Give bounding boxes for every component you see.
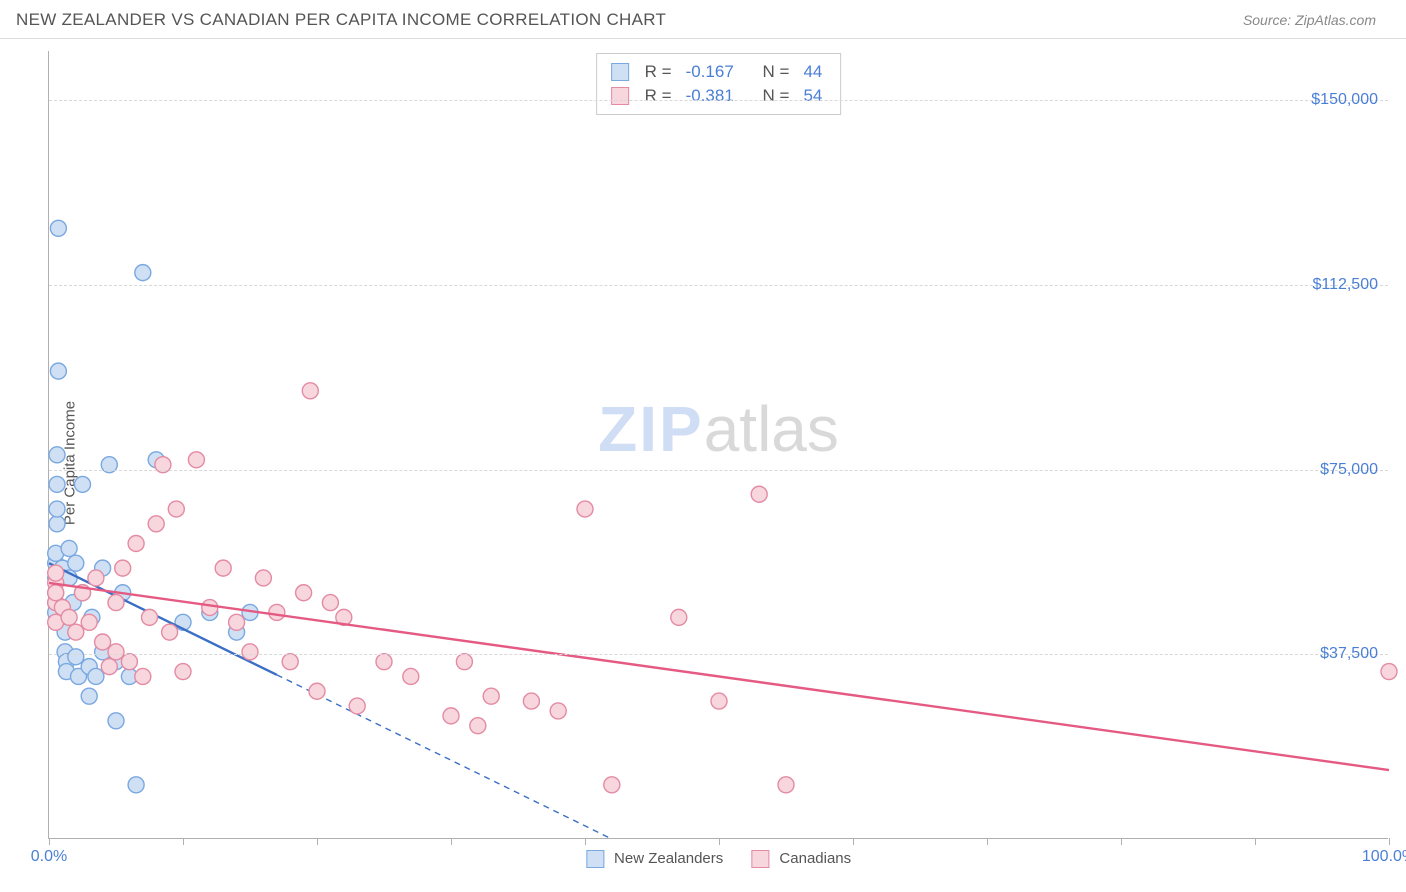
swatch-nz-icon [586,850,604,868]
scatter-point [61,540,77,556]
scatter-point [81,614,97,630]
plot-area: ZIPatlas R = -0.167 N = 44 R = -0.381 N … [48,51,1388,839]
gridline [49,285,1388,286]
xtick [1255,838,1256,845]
gridline [49,100,1388,101]
scatter-point [128,536,144,552]
scatter-point [88,570,104,586]
scatter-point [48,565,64,581]
xtick [585,838,586,845]
scatter-point [135,265,151,281]
scatter-point [81,688,97,704]
scatter-point [188,452,204,468]
scatter-point [443,708,459,724]
chart-title: NEW ZEALANDER VS CANADIAN PER CAPITA INC… [16,10,666,30]
chart-source: Source: ZipAtlas.com [1243,12,1376,28]
scatter-point [296,585,312,601]
scatter-point [108,713,124,729]
scatter-point [711,693,727,709]
scatter-point [376,654,392,670]
scatter-point [302,383,318,399]
scatter-point [255,570,271,586]
xtick-label: 0.0% [31,848,67,866]
legend-label-nz: New Zealanders [614,850,723,867]
scatter-point [162,624,178,640]
scatter-point [175,664,191,680]
scatter-point [142,609,158,625]
scatter-point [108,595,124,611]
scatter-point [403,668,419,684]
xtick [1389,838,1390,845]
scatter-point [68,555,84,571]
legend-item-ca: Canadians [751,850,851,868]
trend-line [49,583,1389,770]
gridline [49,470,1388,471]
scatter-point [49,501,65,517]
scatter-point [168,501,184,517]
xtick [719,838,720,845]
scatter-point [68,649,84,665]
plot-svg [49,51,1388,838]
scatter-point [470,718,486,734]
scatter-point [115,560,131,576]
scatter-point [108,644,124,660]
xtick [317,838,318,845]
scatter-point [68,624,84,640]
scatter-point [215,560,231,576]
scatter-point [778,777,794,793]
scatter-point [49,447,65,463]
trend-line-dashed [277,675,612,839]
scatter-point [604,777,620,793]
scatter-point [282,654,298,670]
ytick-label: $150,000 [1311,91,1378,109]
scatter-point [49,476,65,492]
scatter-point [50,220,66,236]
gridline [49,654,1388,655]
ytick-label: $75,000 [1320,461,1378,479]
xtick [49,838,50,845]
scatter-point [101,659,117,675]
chart-container: Per Capita Income ZIPatlas R = -0.167 N … [0,39,1406,887]
scatter-point [202,600,218,616]
scatter-point [88,668,104,684]
scatter-point [75,476,91,492]
scatter-point [95,634,111,650]
scatter-point [49,516,65,532]
xtick [1121,838,1122,845]
xtick [183,838,184,845]
scatter-point [229,614,245,630]
scatter-point [61,609,77,625]
scatter-point [309,683,325,699]
xtick [451,838,452,845]
scatter-point [121,654,137,670]
legend-label-ca: Canadians [779,850,851,867]
scatter-point [135,668,151,684]
swatch-ca-icon [751,850,769,868]
scatter-point [1381,664,1397,680]
ytick-label: $37,500 [1320,645,1378,663]
scatter-point [269,604,285,620]
xtick-label: 100.0% [1362,848,1406,866]
scatter-point [322,595,338,611]
series-legend: New Zealanders Canadians [586,850,851,868]
scatter-point [50,363,66,379]
xtick [987,838,988,845]
scatter-point [577,501,593,517]
scatter-point [242,644,258,660]
scatter-point [48,585,64,601]
scatter-point [523,693,539,709]
chart-header: NEW ZEALANDER VS CANADIAN PER CAPITA INC… [0,0,1406,39]
scatter-point [456,654,472,670]
xtick [853,838,854,845]
scatter-point [550,703,566,719]
scatter-point [671,609,687,625]
ytick-label: $112,500 [1312,276,1378,294]
scatter-point [751,486,767,502]
scatter-point [148,516,164,532]
scatter-point [483,688,499,704]
scatter-point [128,777,144,793]
scatter-point [349,698,365,714]
legend-item-nz: New Zealanders [586,850,723,868]
